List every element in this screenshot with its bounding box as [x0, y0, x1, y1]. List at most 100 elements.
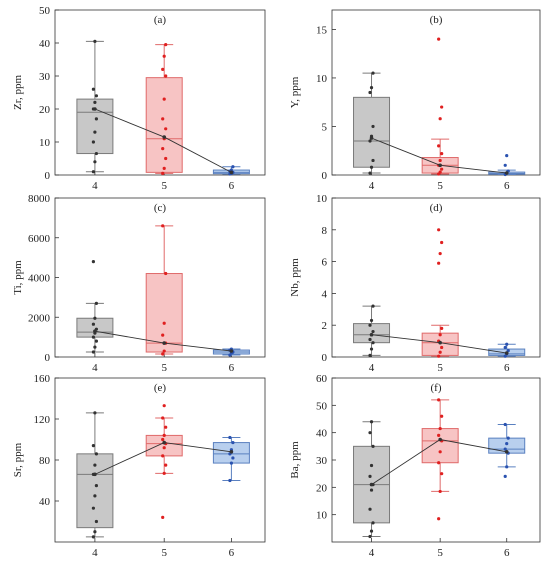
- iqr-box: [145, 273, 183, 353]
- panel-f-point: [503, 447, 507, 451]
- panel-c-ylabel: Ti, ppm: [12, 260, 24, 295]
- panel-d-point: [503, 354, 507, 358]
- panel-a-point: [164, 74, 168, 78]
- panel-d-point: [368, 353, 372, 358]
- panel-e-point: [91, 444, 95, 448]
- panel-e-point: [162, 446, 166, 450]
- panel-a-mean-point: [229, 170, 234, 175]
- panel-b-point: [368, 90, 372, 95]
- panel-f-xtick-label: 5: [437, 547, 443, 559]
- panel-a-mean-point: [162, 135, 166, 139]
- panel-f-ytick-label: 50: [316, 400, 328, 412]
- panel-d-point: [437, 261, 441, 265]
- panel-b-point: [438, 158, 442, 163]
- panel-a-point: [94, 117, 98, 121]
- panel-c-point: [91, 335, 95, 339]
- panel-e-point: [228, 478, 232, 483]
- panel-d-ytick-label: 6: [322, 257, 328, 269]
- panel-d-xtick-label: 4: [369, 362, 375, 374]
- panel-d-mean-point: [504, 351, 509, 355]
- panel-f-ytick-label: 40: [316, 428, 328, 440]
- panel-d-point: [440, 326, 444, 330]
- panel-e-point: [94, 519, 98, 524]
- panel-a-mean-point: [93, 107, 97, 111]
- panel-d-point: [368, 323, 372, 327]
- panel-d-point: [440, 240, 444, 245]
- panel-e-point: [164, 425, 168, 429]
- panel-c-point: [91, 322, 95, 326]
- panel-f-point: [369, 488, 374, 492]
- panel-e-point: [161, 454, 165, 458]
- panel-a-ytick-label: 30: [39, 71, 51, 83]
- panel-c-point: [94, 301, 98, 305]
- panel-e-point: [162, 404, 166, 408]
- panel-d-ylabel: Nb, ppm: [289, 258, 301, 297]
- panel-e-ytick-label: 160: [34, 373, 51, 385]
- panel-e-label: (e): [154, 382, 167, 394]
- panel-f-point: [368, 507, 372, 511]
- panel-a-box-4: [76, 40, 114, 173]
- panel-c-ytick-label: 8000: [28, 193, 51, 205]
- panel-c-xtick-label: 6: [229, 362, 235, 374]
- panel-c-point: [161, 333, 165, 337]
- panel-c-label: (c): [154, 202, 167, 214]
- panel-f-point: [440, 472, 444, 476]
- panel-d-point: [438, 350, 442, 354]
- panel-f-point: [368, 431, 372, 435]
- panel-b-point: [503, 163, 507, 167]
- panel-a-xtick-label: 6: [229, 180, 235, 192]
- panel-c-point: [94, 339, 98, 343]
- panel-b-point: [368, 139, 372, 143]
- panel-a-point: [164, 127, 168, 131]
- panel-a-point: [162, 54, 166, 58]
- panel-f-point: [438, 450, 442, 454]
- panel-c-point: [93, 345, 97, 349]
- panel-e-xtick-label: 6: [229, 547, 235, 559]
- panel-e: Sr, ppm 40 80 120 160 4 5 6 (e): [12, 373, 266, 559]
- panel-c-mean-point: [93, 329, 97, 333]
- panel-e-point: [161, 437, 165, 442]
- panel-e-mean-point: [93, 472, 97, 477]
- panel-b-ylabel: Y, ppm: [289, 76, 301, 108]
- panel-f-point: [437, 398, 441, 402]
- panel-d-point: [368, 337, 372, 342]
- panel-a-point: [93, 39, 97, 43]
- panel-e-mean-point: [229, 450, 234, 454]
- panel-b-ytick-label: 5: [322, 121, 328, 133]
- panel-e-ytick-label: 120: [34, 414, 51, 426]
- panel-e-point: [162, 471, 166, 475]
- panel-d-xtick-label: 5: [437, 362, 443, 374]
- panel-a-point: [162, 166, 166, 170]
- panel-e-point: [228, 435, 232, 440]
- panel-b-mean-point: [369, 136, 374, 140]
- panel-f-point: [368, 474, 372, 478]
- panel-e-point: [91, 506, 95, 510]
- panel-d-mean-point: [438, 340, 442, 345]
- panel-f-point: [438, 426, 442, 431]
- panel-a-ylabel: Zr, ppm: [12, 75, 24, 110]
- panel-f-mean-point: [504, 450, 509, 454]
- panel-a-point: [162, 97, 166, 101]
- panel-c-ytick-label: 4000: [28, 273, 51, 285]
- panel-b-point: [368, 171, 372, 175]
- panel-e-point: [161, 515, 165, 520]
- panel-d-point: [440, 345, 444, 350]
- panel-e-point: [94, 452, 98, 456]
- panel-f-point: [368, 534, 372, 539]
- panel-a-point: [93, 100, 97, 104]
- panel-e-ytick-label: 80: [39, 455, 51, 467]
- panel-b-point: [371, 124, 375, 129]
- panel-c-point: [162, 321, 166, 325]
- panel-e-point: [94, 484, 98, 488]
- panel-d-point: [437, 228, 441, 232]
- panel-a-point: [161, 171, 165, 175]
- panel-a-point: [91, 170, 95, 174]
- panel-f-box-6: [488, 423, 526, 468]
- panel-d-point: [505, 342, 509, 346]
- panel-e-point: [93, 530, 97, 534]
- panel-a-point: [231, 165, 235, 169]
- panel-f-point: [437, 517, 441, 521]
- panel-f-point: [440, 414, 444, 418]
- panel-b-mean-point: [438, 163, 442, 168]
